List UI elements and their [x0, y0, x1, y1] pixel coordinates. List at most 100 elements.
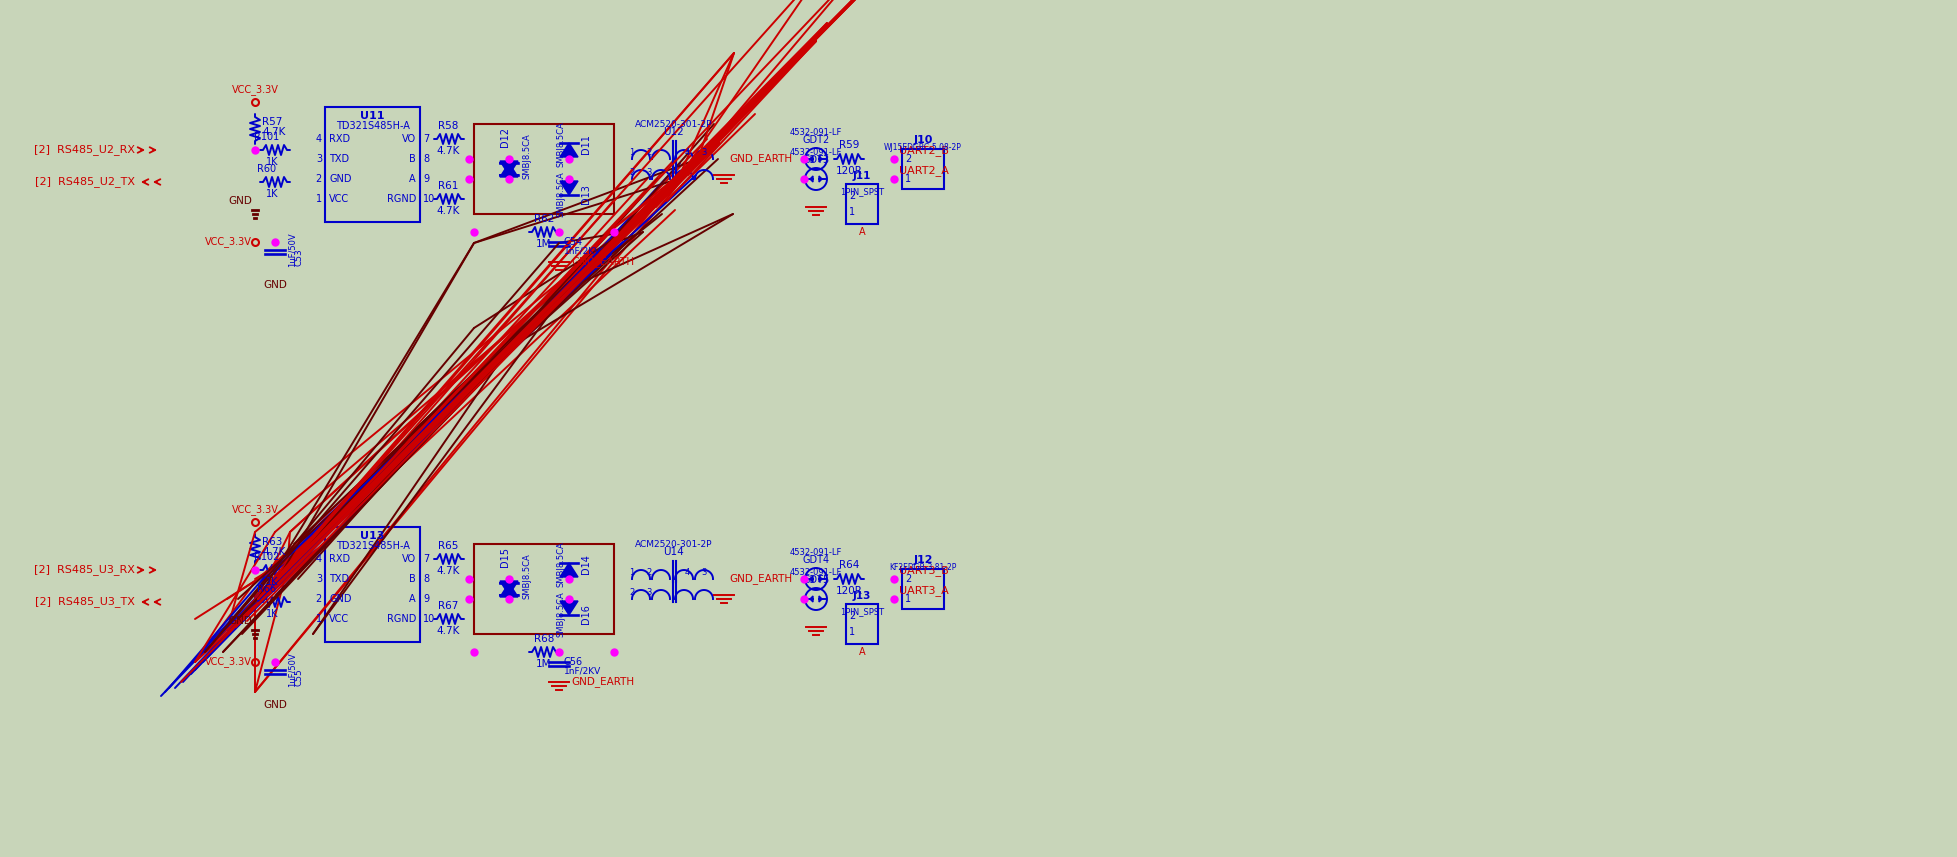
Text: R65: R65 — [438, 541, 458, 551]
Text: GDT4: GDT4 — [802, 555, 830, 565]
Text: ACM2520-301-2P: ACM2520-301-2P — [636, 540, 712, 549]
Text: 4.7K: 4.7K — [436, 626, 460, 636]
Text: 4532-091-LF: 4532-091-LF — [791, 128, 842, 137]
Text: D12: D12 — [499, 127, 511, 147]
Text: 7: 7 — [423, 554, 429, 564]
Text: SMBJ8.5CA: SMBJ8.5CA — [556, 121, 566, 167]
Text: R64: R64 — [840, 560, 859, 570]
Text: GND: GND — [229, 196, 252, 206]
Polygon shape — [560, 601, 577, 615]
Polygon shape — [818, 156, 822, 162]
Text: VO: VO — [401, 134, 417, 144]
Text: 1uF/50V: 1uF/50V — [288, 233, 297, 267]
Text: D11: D11 — [581, 134, 591, 154]
Text: GND: GND — [229, 616, 252, 626]
Text: 10: 10 — [423, 614, 434, 624]
Text: GND: GND — [262, 280, 288, 290]
Text: R67: R67 — [438, 601, 458, 611]
Text: UART2_B: UART2_B — [898, 145, 949, 156]
Bar — [845, 604, 879, 644]
Polygon shape — [818, 576, 822, 582]
Text: 7: 7 — [423, 134, 429, 144]
Text: 1: 1 — [630, 568, 634, 577]
Text: U13: U13 — [360, 531, 386, 541]
Text: A: A — [409, 174, 417, 184]
Text: 4: 4 — [685, 568, 689, 577]
Text: U12: U12 — [663, 127, 685, 137]
Text: 4532-091-LF: 4532-091-LF — [791, 148, 842, 157]
Text: R102: R102 — [254, 552, 280, 562]
Text: 4.7K: 4.7K — [262, 127, 286, 137]
Polygon shape — [560, 563, 577, 577]
Text: 3: 3 — [646, 588, 652, 597]
Text: 3: 3 — [701, 148, 706, 157]
Text: J10: J10 — [914, 135, 933, 145]
Text: [2]  RS485_U2_RX: [2] RS485_U2_RX — [33, 145, 135, 155]
Text: U11: U11 — [360, 111, 386, 121]
Text: 1: 1 — [315, 614, 323, 624]
Text: TD321S485H-A: TD321S485H-A — [335, 541, 409, 551]
Text: GND_EARTH: GND_EARTH — [730, 573, 793, 584]
Text: 4.7K: 4.7K — [436, 146, 460, 156]
Text: WJ15EDGRC-5.08-2P: WJ15EDGRC-5.08-2P — [885, 143, 963, 152]
Text: TXD: TXD — [329, 154, 348, 164]
Text: 1K: 1K — [266, 157, 278, 167]
Polygon shape — [499, 581, 519, 595]
Text: 3: 3 — [646, 168, 652, 177]
Polygon shape — [499, 163, 519, 177]
Text: 3: 3 — [701, 568, 706, 577]
Text: SMBJ8.5CA: SMBJ8.5CA — [556, 591, 566, 637]
Text: A: A — [859, 647, 865, 657]
Text: 1K: 1K — [266, 609, 278, 619]
Text: C53: C53 — [296, 249, 303, 266]
Text: SMBJ8.5CA: SMBJ8.5CA — [556, 541, 566, 587]
Text: J13: J13 — [853, 591, 871, 601]
Text: D15: D15 — [499, 547, 511, 567]
Text: J11: J11 — [853, 171, 871, 181]
Text: VCC_3.3V: VCC_3.3V — [231, 504, 278, 515]
Text: 1K: 1K — [266, 577, 278, 587]
Text: RGND: RGND — [387, 614, 417, 624]
Text: J12: J12 — [914, 555, 933, 565]
Text: 2: 2 — [315, 174, 323, 184]
Text: 2: 2 — [646, 568, 652, 577]
Text: SMBJ8.5CA: SMBJ8.5CA — [523, 133, 532, 179]
Text: R66: R66 — [258, 584, 276, 594]
Text: 1: 1 — [630, 148, 634, 157]
Text: UART2_A: UART2_A — [898, 165, 949, 176]
Text: [2]  RS485_U3_RX: [2] RS485_U3_RX — [33, 565, 135, 575]
Text: KF2EDGR-3.81-2P: KF2EDGR-3.81-2P — [888, 563, 957, 572]
Bar — [902, 569, 943, 609]
Text: GDT5: GDT5 — [802, 575, 830, 585]
Text: UART3_B: UART3_B — [898, 565, 949, 576]
Text: 1M: 1M — [536, 239, 552, 249]
Text: GND: GND — [329, 174, 352, 184]
Text: R61: R61 — [438, 181, 458, 191]
Text: GDT2: GDT2 — [802, 135, 830, 145]
Text: 8: 8 — [423, 154, 429, 164]
Bar — [474, 124, 614, 214]
Polygon shape — [818, 596, 822, 602]
Text: TXD: TXD — [329, 574, 348, 584]
Text: R59: R59 — [840, 140, 859, 150]
Text: D16: D16 — [581, 604, 591, 624]
Text: 4532-091-LF: 4532-091-LF — [791, 548, 842, 557]
Text: 2: 2 — [315, 594, 323, 604]
Text: GND: GND — [262, 700, 288, 710]
Text: 1: 1 — [849, 207, 855, 217]
Text: R57: R57 — [262, 117, 282, 127]
Text: RXD: RXD — [329, 134, 350, 144]
Text: 8: 8 — [423, 574, 429, 584]
Text: 1: 1 — [849, 627, 855, 637]
Polygon shape — [560, 181, 577, 195]
Polygon shape — [810, 596, 812, 602]
Text: 1nF/2KV: 1nF/2KV — [564, 247, 601, 255]
Text: 9: 9 — [423, 594, 429, 604]
Text: [2]  RS485_U2_TX: [2] RS485_U2_TX — [35, 177, 135, 188]
Polygon shape — [499, 583, 519, 597]
Text: R63: R63 — [262, 537, 282, 547]
Text: R62: R62 — [534, 214, 554, 224]
Text: D14: D14 — [581, 554, 591, 574]
Text: UART3_A: UART3_A — [898, 585, 949, 596]
Text: 4.7K: 4.7K — [436, 206, 460, 216]
